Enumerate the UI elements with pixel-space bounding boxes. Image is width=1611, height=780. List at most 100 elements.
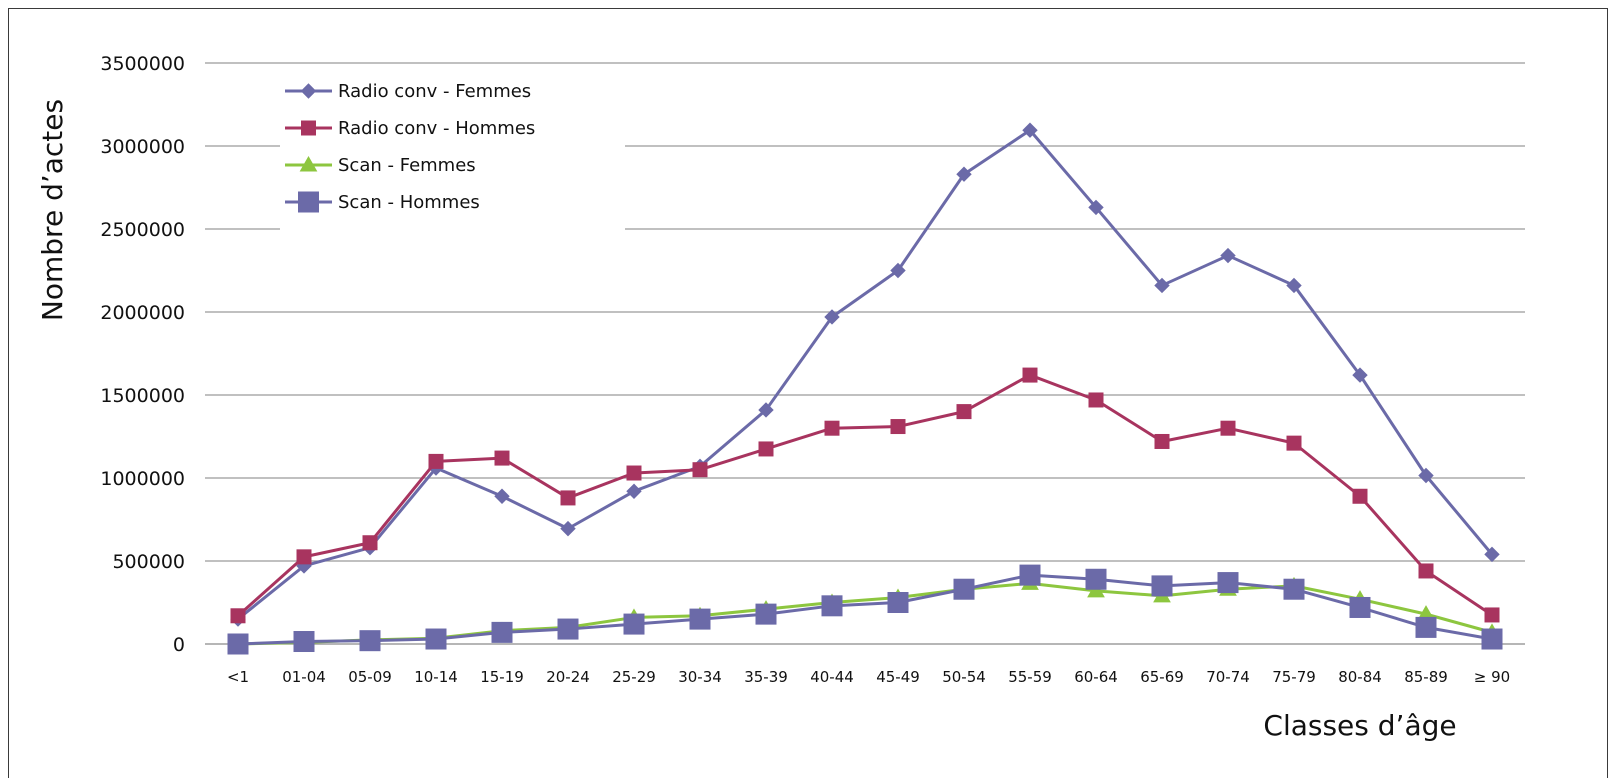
x-tick-label: ≥ 90 <box>1474 668 1510 686</box>
x-tick-label: 70-74 <box>1206 668 1250 686</box>
data-point <box>1484 546 1500 563</box>
legend-marker <box>298 191 319 213</box>
series-line <box>237 128 1494 621</box>
x-tick-label: 25-29 <box>612 668 656 686</box>
data-point <box>1220 247 1236 264</box>
legend-marker <box>300 83 317 99</box>
series-1 <box>230 367 1500 624</box>
data-point <box>626 483 642 499</box>
y-tick-label: 500000 <box>112 551 185 573</box>
data-point <box>956 404 972 420</box>
data-point <box>758 441 774 457</box>
data-point <box>1022 367 1038 383</box>
legend-marker <box>299 155 318 172</box>
data-point <box>362 535 378 551</box>
data-point <box>1220 420 1236 436</box>
data-point <box>293 631 315 653</box>
data-point <box>692 462 708 478</box>
data-point <box>1352 488 1368 504</box>
data-point <box>1154 433 1170 449</box>
data-point <box>887 592 909 613</box>
data-point <box>1088 199 1104 216</box>
data-point <box>494 450 510 466</box>
legend-entry: Radio conv - Hommes <box>285 118 535 139</box>
y-axis-tick-labels: 0 500000 1000000 1500000 2000000 2500000 30000… <box>100 53 185 656</box>
series-group <box>227 122 1503 655</box>
y-tick-label: 3000000 <box>100 136 185 158</box>
legend-label: Scan - Femmes <box>338 155 476 176</box>
data-point <box>1087 581 1105 598</box>
x-tick-label: 30-34 <box>678 668 722 686</box>
x-tick-label: 55-59 <box>1008 668 1052 686</box>
data-point <box>755 603 777 625</box>
series-line <box>237 573 1493 646</box>
x-tick-label: 75-79 <box>1272 668 1316 686</box>
legend-entry: Scan - Femmes <box>285 155 476 176</box>
legend-label: Radio conv - Femmes <box>338 81 531 102</box>
data-point <box>1352 367 1368 383</box>
data-point <box>890 419 906 435</box>
x-tick-label: 85-89 <box>1404 668 1448 686</box>
legend-label: Radio conv - Hommes <box>338 118 535 139</box>
legend-marker <box>301 120 316 136</box>
data-point <box>1088 392 1104 408</box>
x-tick-label: 50-54 <box>942 668 986 686</box>
data-point <box>1151 575 1173 597</box>
x-tick-label: 01-04 <box>282 668 326 686</box>
data-point <box>1418 467 1434 484</box>
x-tick-label: 10-14 <box>414 668 458 686</box>
y-tick-label: 1000000 <box>100 468 185 490</box>
data-point <box>230 608 246 624</box>
data-point <box>359 630 381 652</box>
data-point <box>296 549 312 565</box>
data-point <box>560 520 576 537</box>
data-point <box>1019 564 1041 586</box>
y-tick-label: 2000000 <box>100 302 185 324</box>
data-point <box>890 262 906 279</box>
y-tick-label: 0 <box>173 634 185 656</box>
x-tick-label: 80-84 <box>1338 668 1382 686</box>
data-point <box>1154 277 1170 294</box>
data-point <box>824 309 840 325</box>
data-point <box>953 578 975 600</box>
data-point <box>494 488 510 504</box>
data-point <box>824 420 840 436</box>
data-point <box>557 618 579 640</box>
x-axis-tick-labels: <1 01-04 05-09 10-14 15-19 20-24 25-29 30-34 35-… <box>227 668 1510 686</box>
x-tick-label: <1 <box>227 668 249 686</box>
data-point <box>1418 563 1434 579</box>
x-tick-label: 15-19 <box>480 668 524 686</box>
data-point <box>227 633 249 655</box>
x-tick-label: 05-09 <box>348 668 392 686</box>
data-point <box>1085 568 1107 590</box>
data-point <box>1415 616 1437 638</box>
data-point <box>1286 435 1302 451</box>
data-point <box>1286 277 1302 294</box>
legend-label: Scan - Hommes <box>338 192 480 213</box>
y-tick-label: 1500000 <box>100 385 185 407</box>
x-tick-label: 40-44 <box>810 668 854 686</box>
data-point <box>689 608 711 630</box>
data-point <box>626 465 642 481</box>
y-tick-label: 2500000 <box>100 219 185 241</box>
x-axis-title: Classes d’âge <box>1263 709 1456 742</box>
data-point <box>1022 122 1038 138</box>
series-3 <box>227 564 1503 655</box>
data-point <box>956 166 972 182</box>
x-tick-label: 45-49 <box>876 668 920 686</box>
data-point <box>1481 628 1503 650</box>
data-point <box>1349 596 1371 618</box>
x-tick-label: 60-64 <box>1074 668 1118 686</box>
data-point <box>821 595 843 617</box>
data-point <box>428 453 444 469</box>
data-point <box>491 621 513 643</box>
data-point <box>623 613 645 635</box>
y-axis-title: Nombre d’actes <box>36 99 69 321</box>
legend: Radio conv - Femmes Radio conv - Hommes Sc… <box>285 81 535 213</box>
data-point <box>1484 607 1500 623</box>
legend-entry: Scan - Hommes <box>285 191 480 213</box>
data-point <box>560 490 576 506</box>
legend-background <box>280 70 625 235</box>
series-line <box>237 373 1493 617</box>
x-tick-label: 20-24 <box>546 668 590 686</box>
